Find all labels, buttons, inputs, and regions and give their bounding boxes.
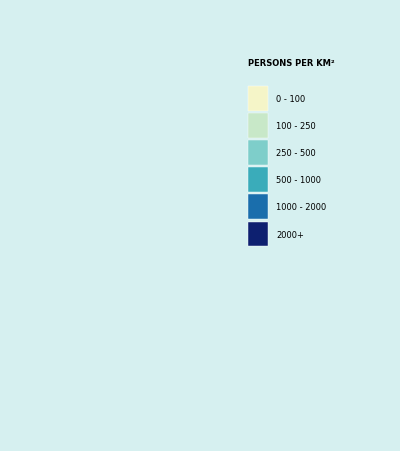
FancyBboxPatch shape (248, 114, 268, 138)
Text: 0 - 100: 0 - 100 (276, 95, 305, 104)
FancyBboxPatch shape (248, 168, 268, 193)
Text: 1000 - 2000: 1000 - 2000 (276, 203, 326, 212)
FancyBboxPatch shape (248, 141, 268, 166)
Text: 2000+: 2000+ (276, 230, 304, 239)
Text: 100 - 250: 100 - 250 (276, 122, 316, 131)
FancyBboxPatch shape (248, 222, 268, 247)
Text: 500 - 1000: 500 - 1000 (276, 176, 321, 185)
FancyBboxPatch shape (248, 195, 268, 220)
Text: PERSONS PER KM²: PERSONS PER KM² (248, 59, 335, 68)
FancyBboxPatch shape (248, 87, 268, 111)
Text: 250 - 500: 250 - 500 (276, 149, 316, 158)
